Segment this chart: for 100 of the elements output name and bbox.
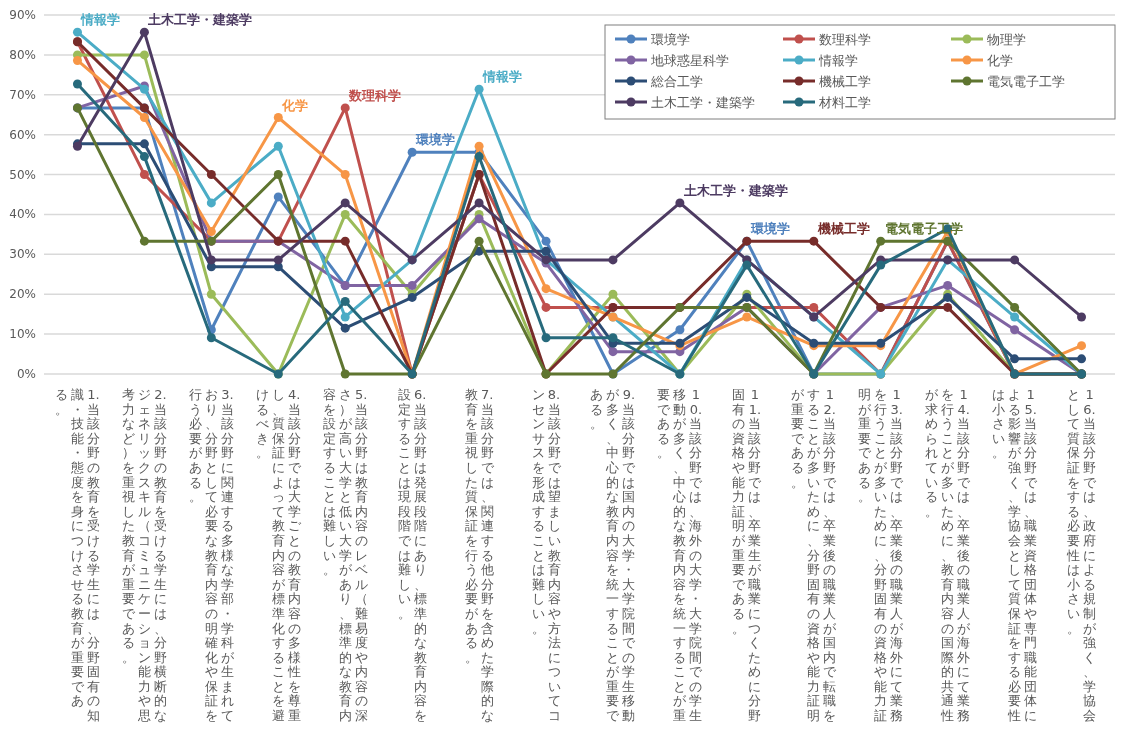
point <box>809 302 819 312</box>
point <box>474 198 484 208</box>
y-tick-label: 90% <box>9 8 36 22</box>
point <box>541 284 551 294</box>
annotation: 機械工学 <box>816 221 870 237</box>
point <box>273 192 283 202</box>
category-label: 4.当該分野では大学ごとの教育内容の多様性を尊重し、質保証によって教育内容が標準化することを避けるべき。 <box>255 387 301 724</box>
point <box>541 333 551 343</box>
category-label: 5.当該分野は教育内容のレベル（難易度や内容の深さ）が高い大学と低い大学があり、標準的な教育内容を設定することは難しい。 <box>322 387 368 724</box>
category-label: 12.当該分野では、卒業後の職業人が国内で転職をすることが多いために、分野固有の資格や能力証明が重要である。 <box>791 387 837 724</box>
point <box>876 236 886 246</box>
point <box>608 347 618 357</box>
point <box>742 260 752 270</box>
category-label: 11.当該分野では、卒業生が職業につくために分野固有の資格や能力証明が重要である。 <box>732 387 762 724</box>
point <box>608 255 618 265</box>
category-label: 14.当該分野では、卒業後の職業人が海外にて業務を行うことが多いために、教育内容の国際的共通性が求められている。 <box>925 387 971 724</box>
legend-label: 環境学 <box>651 32 690 47</box>
legend-label: 地球惑星科学 <box>650 53 729 68</box>
point <box>139 50 149 60</box>
y-tick-label: 60% <box>9 127 36 142</box>
point <box>1010 312 1020 322</box>
point <box>273 141 283 151</box>
category-label: 3.当該分野に関連する多様な学部・学科が生まれており、分野として必要な教育内容の明確化や保証を行う必要がある。 <box>188 387 234 724</box>
point <box>541 302 551 312</box>
point <box>340 236 350 246</box>
legend-label: 材料工学 <box>818 95 871 110</box>
point <box>206 289 216 299</box>
point <box>1010 302 1020 312</box>
point <box>943 302 953 312</box>
category-label: 15.当該分野では、職業資格団体や専門職能団体による影響が強く、学協会として質保証をする必要性は小さい。 <box>992 387 1038 724</box>
point <box>273 170 283 180</box>
y-tick-label: 20% <box>9 287 36 302</box>
annotation: 土木工学・建築学 <box>147 12 253 28</box>
point <box>139 152 149 162</box>
point <box>1077 312 1087 322</box>
legend-label: 総合工学 <box>650 74 703 89</box>
y-tick-label: 50% <box>9 167 36 182</box>
point <box>876 260 886 270</box>
point <box>206 170 216 180</box>
category-label: 9.当該分野では国内の大学・大学院間での学生移動が多く、中心的な教育内容を統一することが重要である。 <box>590 387 636 724</box>
point <box>206 198 216 208</box>
category-label: 13.当該分野では、卒業後の職業人が海外にて業務を行うことが多いために、分野固有の資格や能力証明が重要である。 <box>858 387 904 724</box>
point <box>474 214 484 224</box>
point <box>340 296 350 306</box>
y-tick-label: 10% <box>9 327 36 342</box>
annotation: 情報学 <box>80 12 121 28</box>
point <box>273 255 283 265</box>
legend-label: 土木工学・建築学 <box>651 95 755 110</box>
point <box>139 113 149 123</box>
legend-label: 数理科学 <box>819 32 871 47</box>
point <box>340 103 350 113</box>
point <box>206 333 216 343</box>
point <box>72 79 82 89</box>
legend-label: 電気電子工学 <box>987 74 1065 89</box>
category-label: 10.当該分野では、海外の大学・大学院間での学生移動が多く、中心的な教育内容を統一することが重要である。 <box>657 387 703 724</box>
point <box>407 280 417 290</box>
point <box>273 113 283 123</box>
point <box>1077 354 1087 364</box>
point <box>340 369 350 379</box>
point <box>340 170 350 180</box>
category-label: 1.当該分野の教育を受ける学生には、分野固有の知識・技能・態度を身につけさせる教育が重要である。 <box>54 387 100 724</box>
y-tick-label: 30% <box>9 247 36 262</box>
point <box>340 209 350 219</box>
point <box>407 147 417 157</box>
point <box>474 152 484 162</box>
point <box>340 198 350 208</box>
point <box>139 139 149 149</box>
annotation: 環境学 <box>749 221 790 237</box>
annotation: 情報学 <box>482 69 523 85</box>
point <box>206 227 216 237</box>
category-label: 6.当該分野は発展段階にあり、標準的な教育内容を設定することは現段階では難しい。 <box>397 387 427 724</box>
y-tick-label: 0% <box>16 367 36 381</box>
y-tick-label: 40% <box>9 207 36 222</box>
point <box>1077 341 1087 351</box>
category-label: 7.当該分野では、関連する他分野を含めた学際的な教育を重視した質保証を行う必要がある。 <box>464 387 494 724</box>
point <box>72 55 82 65</box>
legend-label: 化学 <box>987 53 1013 68</box>
annotation: 化学 <box>281 97 309 113</box>
annotation: 環境学 <box>415 132 456 148</box>
point <box>943 280 953 290</box>
point <box>474 84 484 94</box>
legend-label: 機械工学 <box>819 74 871 89</box>
point <box>742 312 752 322</box>
point <box>340 312 350 322</box>
annotation: 土木工学・建築学 <box>682 182 788 198</box>
point <box>675 325 685 335</box>
y-tick-label: 80% <box>9 47 36 62</box>
legend-label: 物理学 <box>987 32 1026 47</box>
legend-label: 情報学 <box>818 53 858 68</box>
category-label: 8.当該分野では望ましい教育内容や方法についてコンセンサスを形成することは難しい。 <box>531 387 561 724</box>
point <box>541 246 551 256</box>
point <box>809 236 819 246</box>
point <box>1010 354 1020 364</box>
point <box>139 27 149 37</box>
point <box>340 323 350 333</box>
category-label: 16.当該分野では、政府による規制が強く、学協会として質保証をする必要性は小さい。 <box>1067 387 1097 724</box>
point <box>139 236 149 246</box>
point <box>1010 325 1020 335</box>
point <box>608 333 618 343</box>
point <box>541 236 551 246</box>
